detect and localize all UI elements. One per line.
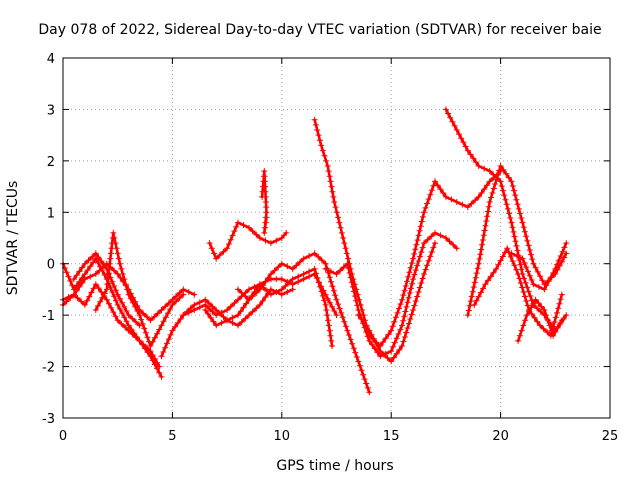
plot-frame bbox=[62, 57, 611, 419]
series-track-13 bbox=[322, 229, 460, 360]
series-markers bbox=[235, 265, 336, 349]
series-track-18 bbox=[508, 240, 570, 293]
x-tick-label: 15 bbox=[383, 429, 400, 444]
series-track-10 bbox=[206, 219, 290, 262]
series-markers bbox=[259, 168, 270, 236]
x-axis-label: GPS time / hours bbox=[276, 458, 393, 474]
y-tick-label: -1 bbox=[42, 309, 55, 324]
series-track-19 bbox=[515, 296, 565, 344]
y-axis-label: SDTVAR / TECUs bbox=[5, 181, 21, 296]
y-tick-label: 2 bbox=[47, 155, 55, 170]
y-tick-label: -3 bbox=[42, 412, 55, 427]
grid-layer bbox=[63, 58, 610, 418]
series-markers bbox=[322, 229, 460, 360]
y-tick-label: 1 bbox=[47, 206, 55, 221]
series-markers bbox=[92, 229, 187, 349]
series-markers bbox=[508, 240, 570, 293]
series-markers bbox=[355, 240, 438, 365]
x-tick-label: 10 bbox=[274, 429, 291, 444]
y-tick-label: -2 bbox=[42, 361, 55, 376]
x-tick-label: 20 bbox=[492, 429, 509, 444]
series-track-11 bbox=[259, 168, 270, 236]
series-track-9 bbox=[235, 265, 336, 349]
series-track-4 bbox=[92, 229, 187, 349]
x-tick-label: 0 bbox=[59, 429, 67, 444]
series-track-14 bbox=[355, 240, 438, 365]
y-tick-label: 4 bbox=[47, 52, 55, 67]
x-tick-label: 5 bbox=[168, 429, 176, 444]
series-markers bbox=[70, 250, 143, 329]
series-layer bbox=[60, 106, 570, 396]
y-tick-label: 0 bbox=[47, 258, 55, 273]
tick-layer: 0 5 10 15 20 25 -3 -2 -1 0 1 2 3 4 bbox=[42, 52, 618, 444]
series-markers bbox=[206, 219, 290, 262]
y-tick-label: 3 bbox=[47, 103, 55, 118]
series-markers bbox=[515, 296, 565, 344]
chart-title: Day 078 of 2022, Sidereal Day-to-day VTE… bbox=[38, 22, 601, 38]
x-tick-label: 25 bbox=[602, 429, 619, 444]
series-track-5 bbox=[70, 250, 143, 329]
